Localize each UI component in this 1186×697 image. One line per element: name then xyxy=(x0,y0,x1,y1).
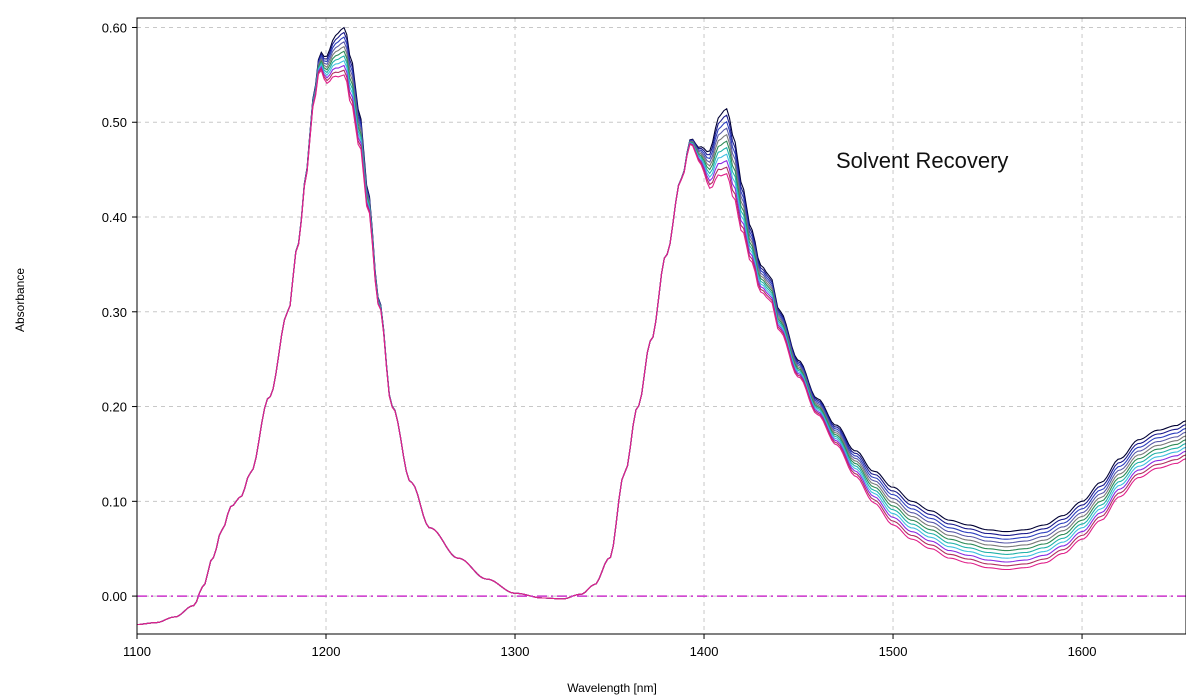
x-tick-label: 1600 xyxy=(1068,644,1097,659)
x-tick-label: 1200 xyxy=(312,644,341,659)
spectrum-line xyxy=(136,26,1186,626)
x-axis-label: Wavelength [nm] xyxy=(567,681,657,695)
x-tick-label: 1500 xyxy=(879,644,908,659)
y-tick-label: 0.00 xyxy=(102,589,127,604)
y-axis: 0.00 0.10 0.20 0.30 0.40 0.50 0.60 xyxy=(102,20,137,604)
y-tick-label: 0.20 xyxy=(102,400,127,415)
x-tick-label: 1300 xyxy=(501,644,530,659)
x-tick-label: 1100 xyxy=(123,644,151,659)
spectrum-line xyxy=(136,31,1186,626)
y-axis-label: Absorbance xyxy=(13,268,27,332)
spectrum-line xyxy=(136,55,1186,626)
spectrum-line xyxy=(136,36,1186,626)
grid xyxy=(136,18,1186,634)
y-tick-label: 0.60 xyxy=(102,20,127,35)
y-tick-label: 0.30 xyxy=(102,305,127,320)
x-axis: 1100 1200 1300 1400 1500 1600 xyxy=(123,634,1097,659)
y-tick-label: 0.40 xyxy=(102,210,127,225)
spectrum-line xyxy=(136,59,1186,626)
spectrum-line xyxy=(136,69,1186,626)
annotation-text: Solvent Recovery xyxy=(836,148,1008,173)
y-tick-label: 0.50 xyxy=(102,115,127,130)
x-tick-label: 1400 xyxy=(690,644,719,659)
plot-frame xyxy=(136,17,1186,635)
spectra-lines xyxy=(136,26,1186,626)
spectrum-line xyxy=(136,50,1186,626)
spectrum-line xyxy=(136,45,1186,626)
y-tick-label: 0.10 xyxy=(102,494,127,509)
